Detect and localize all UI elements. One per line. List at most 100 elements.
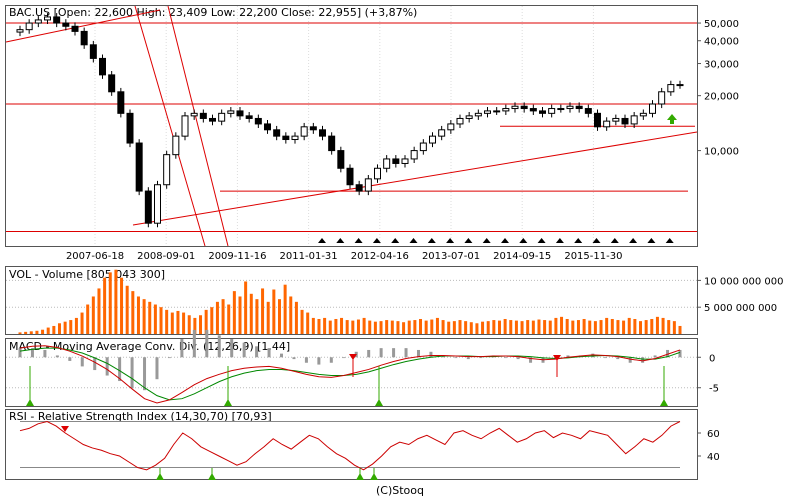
- macd-histogram-bar: [566, 355, 570, 358]
- price-markers: [318, 114, 677, 243]
- volume-bar: [560, 316, 564, 334]
- price-candle-body: [163, 154, 171, 186]
- macd-histogram-bar: [379, 348, 383, 358]
- volume-bar: [390, 320, 394, 334]
- volume-bar: [323, 317, 327, 334]
- price-candle-body: [502, 108, 510, 112]
- volume-bar: [142, 299, 146, 334]
- macd-histogram-bar: [304, 357, 308, 363]
- macd-histogram-bar: [666, 349, 670, 358]
- price-candle-body: [181, 115, 189, 137]
- volume-bar: [571, 320, 575, 334]
- volume-y-tick-label: 10 000 000 000: [704, 276, 784, 287]
- price-candle-body: [25, 22, 33, 31]
- volume-bar: [86, 304, 90, 334]
- price-signal-triangle: [372, 238, 381, 243]
- volume-bar: [452, 321, 456, 334]
- volume-bar: [272, 289, 276, 334]
- price-candle-body: [190, 112, 198, 117]
- volume-bar: [97, 288, 101, 334]
- volume-bar: [306, 312, 310, 334]
- volume-bar: [159, 307, 163, 334]
- volume-bar: [385, 320, 389, 334]
- volume-bar: [627, 317, 631, 334]
- volume-bar: [588, 320, 592, 334]
- price-candle-body: [227, 110, 235, 114]
- volume-bar: [125, 285, 129, 334]
- price-signal-triangle: [336, 238, 345, 243]
- price-x-tick-label: 2011-01-31: [280, 251, 338, 262]
- price-candle-body: [199, 112, 207, 119]
- price-candle-body: [254, 117, 262, 125]
- volume-bar: [244, 281, 248, 334]
- price-candle-body: [511, 105, 519, 110]
- price-signal-triangle: [592, 238, 601, 243]
- price-candle-body: [309, 126, 317, 131]
- price-candle-body: [676, 84, 684, 87]
- volume-bar: [136, 296, 140, 334]
- macd-histogram-bar: [105, 357, 109, 376]
- macd-histogram-bar: [342, 357, 346, 359]
- price-candle-body: [575, 105, 583, 110]
- macd-histogram-bar: [392, 348, 396, 358]
- volume-bar: [373, 321, 377, 334]
- volume-bar: [413, 320, 417, 334]
- macd-y-tick-label: -5: [709, 384, 719, 395]
- volume-bar: [424, 320, 428, 334]
- volume-bar: [52, 325, 56, 334]
- rsi-y-tick-label: 40: [707, 452, 720, 463]
- price-y-tick-label: 40,000: [704, 37, 739, 48]
- volume-bar: [644, 320, 648, 334]
- volume-bar: [464, 321, 468, 334]
- price-candle-body: [529, 108, 537, 112]
- price-candle-body: [419, 142, 427, 152]
- price-x-tick-label: 2009-11-16: [208, 251, 266, 262]
- macd-histogram-bar: [454, 357, 458, 359]
- volume-bar: [340, 317, 344, 334]
- volume-panel-title: VOL - Volume [805 043 300]: [9, 268, 165, 281]
- price-x-tick-label: 2008-09-01: [137, 251, 195, 262]
- volume-bar: [63, 321, 67, 334]
- macd-histogram-bar: [93, 357, 97, 371]
- macd-histogram-bar: [130, 357, 134, 389]
- price-candle-body: [493, 110, 501, 113]
- volume-bar: [261, 288, 265, 334]
- price-candle-body: [621, 117, 629, 125]
- macd-histogram-bar: [616, 357, 620, 360]
- price-candle-body: [603, 120, 611, 128]
- price-candle-body: [566, 105, 574, 110]
- volume-bar: [531, 320, 535, 334]
- volume-bar: [182, 312, 186, 334]
- volume-bar: [328, 320, 332, 334]
- volume-bar: [481, 321, 485, 334]
- macd-histogram-bar: [242, 342, 246, 358]
- price-candle-body: [53, 16, 61, 24]
- volume-bar: [605, 317, 609, 334]
- volume-bar: [41, 329, 45, 334]
- price-y-tick-label: 20,000: [704, 92, 739, 103]
- price-candle-body: [245, 115, 253, 119]
- price-candle-body: [355, 184, 363, 192]
- volume-bar: [176, 310, 180, 334]
- price-candle-body: [89, 44, 97, 59]
- price-candle-body: [337, 150, 345, 169]
- rsi-buy-marker: [208, 473, 216, 480]
- macd-histogram-bar: [466, 357, 470, 360]
- macd-y-axis: 0 -5: [697, 353, 719, 395]
- volume-bar: [57, 323, 61, 334]
- volume-bar: [469, 322, 473, 334]
- volume-bar: [678, 325, 682, 334]
- rsi-y-tick-label: 60: [707, 429, 720, 440]
- macd-histogram-bar: [653, 355, 657, 358]
- volume-bar: [80, 312, 84, 334]
- macd-histogram-bar: [429, 351, 433, 358]
- price-candle-body: [484, 110, 491, 114]
- volume-bar: [215, 301, 219, 334]
- price-up-arrow: [667, 114, 677, 124]
- price-candle-body: [401, 158, 409, 164]
- copyright-footer: (C)Stooq: [375, 484, 424, 497]
- trendline: [167, 5, 229, 247]
- price-signal-triangle: [555, 238, 564, 243]
- price-x-tick-label: 2013-07-01: [422, 251, 480, 262]
- macd-histogram-bar: [217, 335, 221, 358]
